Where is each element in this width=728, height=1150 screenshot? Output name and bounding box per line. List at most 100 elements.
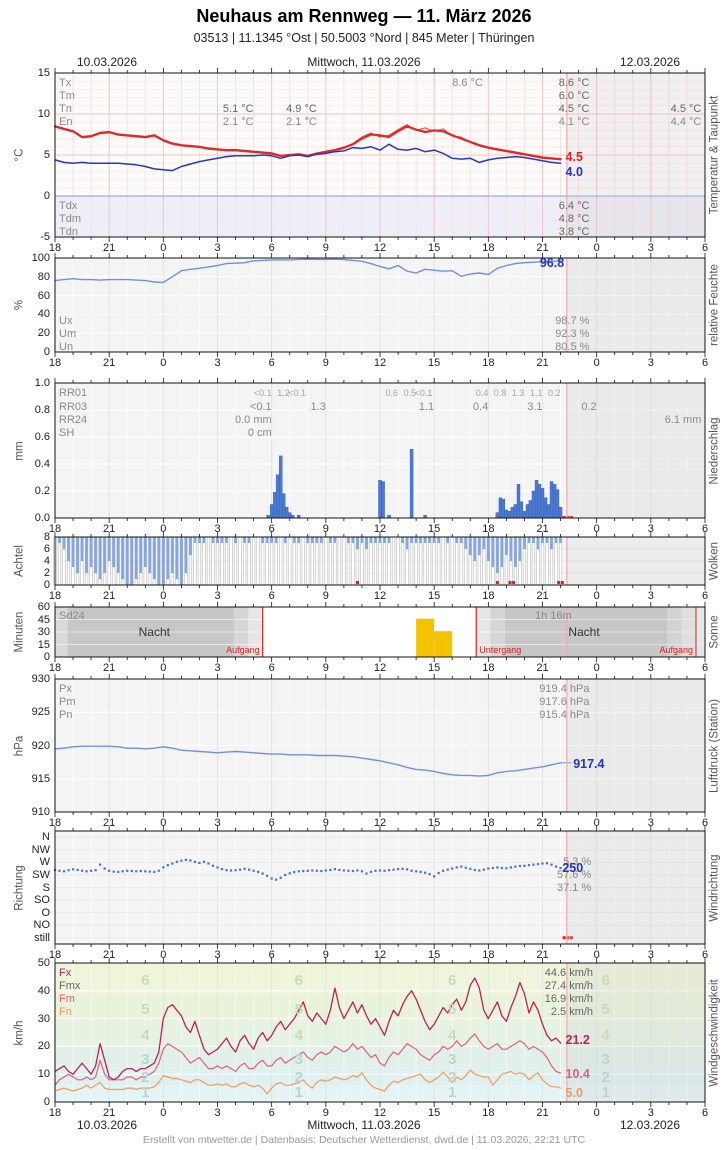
cloud-bar xyxy=(112,537,115,567)
date-current-day: Mittwoch, 11.03.2026 xyxy=(307,55,421,69)
wind-dir-dot xyxy=(342,869,345,872)
cloud-bar-frame xyxy=(559,536,563,586)
wind-dir-dot xyxy=(527,864,531,867)
cloud-bar xyxy=(383,537,386,543)
cloud-bar-frame xyxy=(193,536,197,586)
x-tick-label: 6 xyxy=(268,357,275,369)
x-tick-label: 21 xyxy=(536,242,549,254)
x-tick-label: 0 xyxy=(593,817,600,829)
wind-dir-dot xyxy=(401,867,404,870)
cloud-bar xyxy=(374,537,377,543)
cloud-bar-frame xyxy=(211,536,215,586)
wind-dir-dot xyxy=(351,869,355,873)
x-tick-label: 9 xyxy=(322,817,329,829)
cloud-bar xyxy=(419,537,422,543)
precip-bar xyxy=(540,488,545,519)
x-tick-label: 0 xyxy=(593,523,600,535)
wind-dir-dot xyxy=(225,869,228,872)
cloud-bar xyxy=(432,537,436,543)
cloud-bar xyxy=(523,537,526,549)
y-tick-label: 0.4 xyxy=(34,458,50,470)
x-tick-label: 12 xyxy=(373,662,387,674)
cloud-bar xyxy=(500,537,504,567)
cloud-bar xyxy=(234,537,237,543)
wind-dir-dot xyxy=(243,867,246,870)
precip-bar xyxy=(534,480,539,519)
x-tick-label: 6 xyxy=(701,662,709,674)
y-tick-label: 40 xyxy=(37,308,50,321)
x-tick-label: 15 xyxy=(428,817,441,829)
x-tick-label: 18 xyxy=(48,1107,62,1119)
forecast-region xyxy=(566,258,705,352)
panel-title: Wolken xyxy=(708,541,721,581)
beaufort-scale-number: 5 xyxy=(294,1000,303,1018)
rr01-value: 0.5 xyxy=(403,388,417,398)
cloud-bar-frame xyxy=(283,536,287,586)
wind-dir-dot xyxy=(320,869,323,873)
precip-bar xyxy=(282,493,286,519)
legend-Ux: Ux xyxy=(59,315,73,327)
rr03-value: 3.1 xyxy=(527,401,543,413)
cloud-bar xyxy=(320,537,323,543)
x-tick-label: 6 xyxy=(701,590,709,602)
legend-Pn: Pn xyxy=(59,709,73,721)
wind-dir-dot xyxy=(90,869,93,872)
x-tick-label: 21 xyxy=(103,662,116,674)
rr01-value: <0.1 xyxy=(253,388,272,398)
stat-value: 6.0 °C xyxy=(558,90,590,102)
cloud-bar-frame xyxy=(337,536,341,586)
precip-bar xyxy=(531,490,536,519)
cloud-bar-frame xyxy=(382,536,387,586)
x-tick-label: 0 xyxy=(160,590,167,602)
cloud-bar xyxy=(428,537,431,543)
x-tick-label: 18 xyxy=(48,590,62,602)
cloud-bar xyxy=(166,537,170,579)
wind-dir-dot xyxy=(469,867,472,870)
x-tick-label: 21 xyxy=(103,817,116,829)
x-tick-label: 6 xyxy=(701,1107,709,1119)
wind-dir-dot xyxy=(266,874,269,877)
x-tick-label: 15 xyxy=(428,357,441,369)
y-axis-title: °C xyxy=(13,148,26,162)
wind-dir-dot xyxy=(387,869,391,872)
wind-dir-dot xyxy=(455,866,458,869)
beaufort-scale-number: 5 xyxy=(141,1000,150,1018)
y-tick-label: 8 xyxy=(43,531,50,543)
cloud-bar-frame xyxy=(324,536,328,586)
sh-value: 0 cm xyxy=(247,427,272,439)
cloud-bar xyxy=(482,537,486,549)
cloud-bar-frame xyxy=(401,536,405,586)
legend-SH: SH xyxy=(59,427,75,439)
date-current-day: Mittwoch, 11.03.2026 xyxy=(307,1118,421,1132)
precip-bar xyxy=(504,509,509,519)
cloud-bar-frame xyxy=(243,536,247,586)
y-tick-label: 15 xyxy=(37,67,50,79)
beaufort-scale-number: 6 xyxy=(294,971,303,989)
y-tick-label: 30 xyxy=(37,626,50,638)
precip-marker xyxy=(508,581,512,584)
y-tick-label: 45 xyxy=(37,613,50,626)
y-tick-label: 5 xyxy=(43,149,50,161)
y-tick-label: 915 xyxy=(31,772,50,785)
cloud-bar-frame xyxy=(256,536,260,586)
cloud-bar xyxy=(76,537,79,573)
rr01-value: 1.2 xyxy=(277,388,290,398)
wind-dir-dot xyxy=(193,860,197,863)
x-tick-label: 9 xyxy=(322,662,329,674)
cloud-bar xyxy=(71,537,75,567)
beaufort-scale-number: 3 xyxy=(141,1050,150,1068)
legend-Pm: Pm xyxy=(59,696,76,708)
cloud-bar xyxy=(541,537,544,543)
precip-bar xyxy=(555,489,560,519)
stat-value: 2.5 km/h xyxy=(550,1006,594,1018)
x-tick-label: 21 xyxy=(103,523,116,535)
cloud-bar xyxy=(446,537,450,543)
wind-dir-dot xyxy=(58,869,61,872)
cloud-bar xyxy=(157,537,161,585)
x-tick-label: 3 xyxy=(647,817,654,829)
x-tick-label: 3 xyxy=(214,817,221,829)
x-tick-label: 6 xyxy=(701,949,709,961)
wind-dir-dot xyxy=(532,863,535,866)
cloud-bar xyxy=(225,537,228,543)
wind-dir-dot xyxy=(433,875,436,878)
